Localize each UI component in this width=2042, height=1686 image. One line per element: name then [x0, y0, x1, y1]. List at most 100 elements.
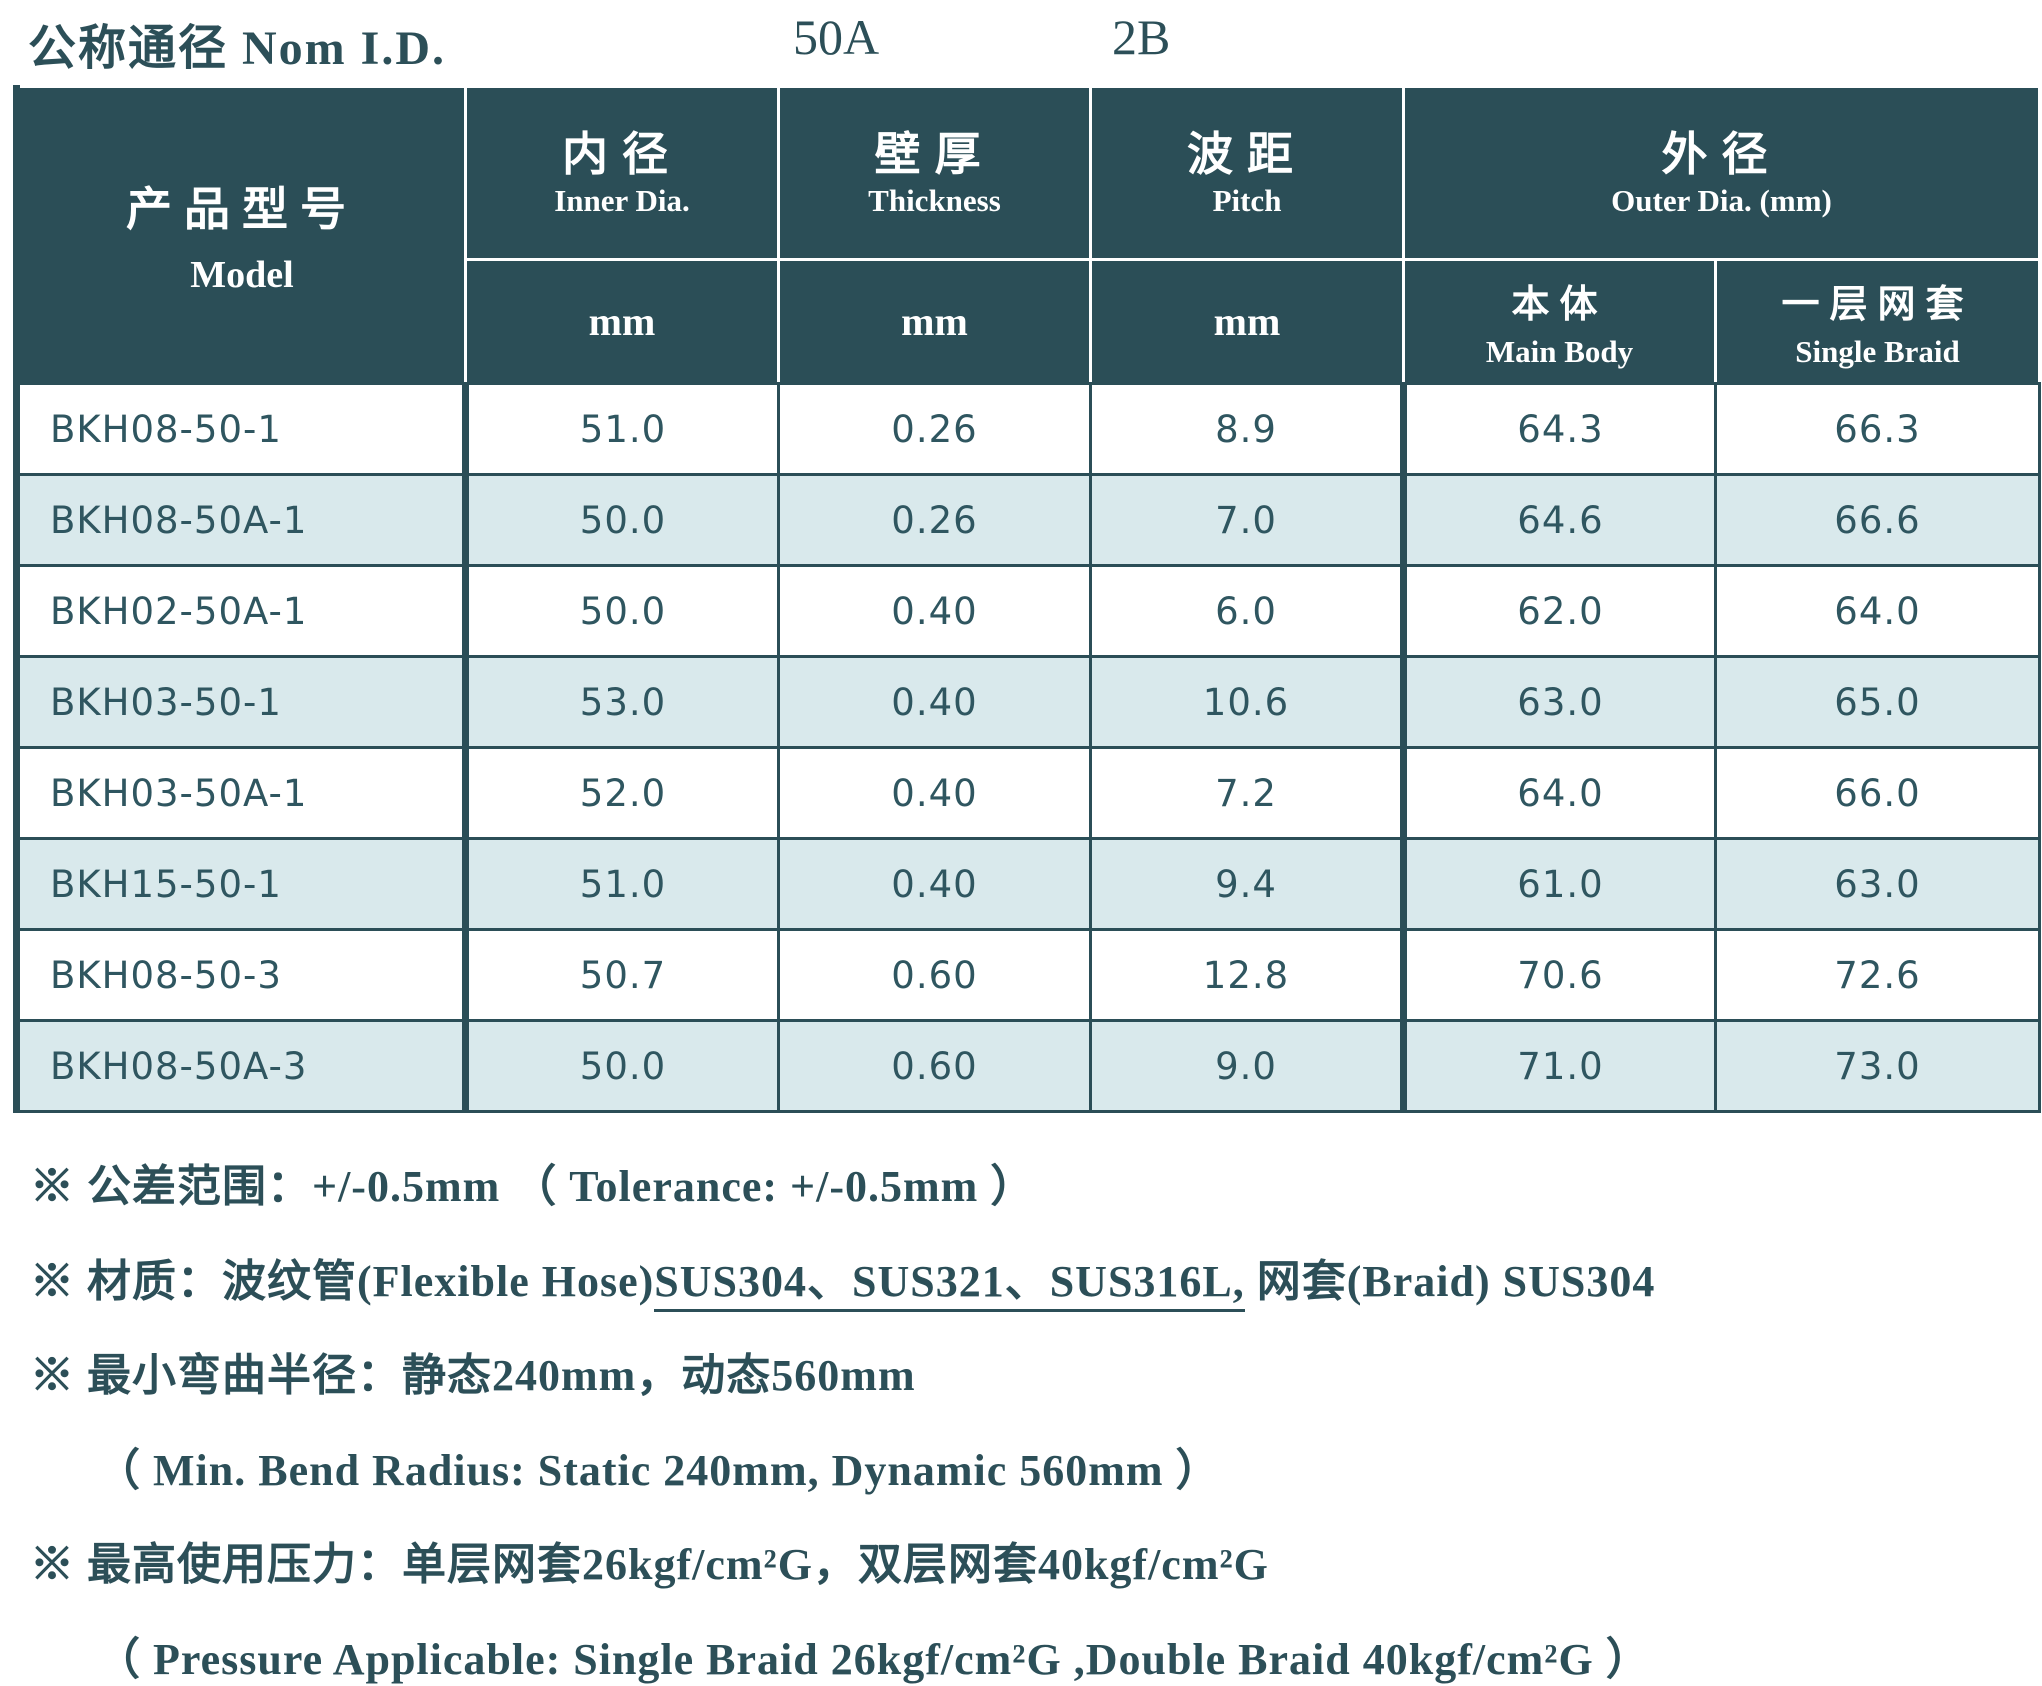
table-row: BKH08-50A-3 50.0 0.60 9.0 71.0 73.0	[13, 1019, 2041, 1113]
cell-thickness: 0.40	[777, 746, 1092, 840]
cell-inner-dia: 50.0	[464, 1019, 780, 1113]
footnote-material-underlined: SUS304、SUS321、SUS316L,	[654, 1256, 1245, 1312]
cell-main-body: 61.0	[1402, 837, 1717, 931]
table-row: BKH15-50-1 51.0 0.40 9.4 61.0 63.0	[13, 837, 2041, 931]
col-header-single-braid-en: Single Braid	[1795, 334, 1960, 369]
cell-pitch: 12.8	[1089, 928, 1407, 1022]
col-header-inner-dia-zh: 内径	[562, 127, 682, 180]
col-header-pitch-en: Pitch	[1212, 183, 1282, 219]
footnote-material: ※ 材质：波纹管(Flexible Hose)SUS304、SUS321、SUS…	[30, 1256, 2020, 1312]
col-header-outer-dia-en: Outer Dia. (mm)	[1611, 183, 1832, 219]
cell-thickness: 0.40	[777, 655, 1092, 749]
cell-single-braid: 73.0	[1714, 1019, 2041, 1113]
col-header-inner-dia: 内径 Inner Dia.	[464, 85, 780, 261]
col-header-outer-dia-zh: 外径	[1661, 127, 1782, 180]
cell-pitch: 7.0	[1089, 473, 1407, 567]
unit-header-inner-dia: mm	[464, 258, 780, 385]
cell-inner-dia: 50.0	[464, 564, 780, 658]
cell-thickness: 0.40	[777, 564, 1092, 658]
col-header-model: 产品型号 Model	[13, 85, 467, 385]
nominal-id-label: 公称通径 Nom I.D.	[28, 22, 446, 75]
col-header-thickness-zh: 壁厚	[874, 127, 995, 180]
cell-model: BKH08-50A-3	[13, 1019, 469, 1113]
unit-mm: mm	[588, 299, 656, 344]
cell-thickness: 0.60	[777, 1019, 1092, 1113]
cell-thickness: 0.60	[777, 928, 1092, 1022]
col-header-main-body-zh: 本体	[1511, 284, 1608, 326]
cell-inner-dia: 53.0	[464, 655, 780, 749]
col-header-outer-dia: 外径 Outer Dia. (mm)	[1402, 85, 2041, 261]
cell-pitch: 9.4	[1089, 837, 1407, 931]
cell-inner-dia: 50.7	[464, 928, 780, 1022]
col-header-main-body: 本体 Main Body	[1402, 258, 1717, 385]
cell-single-braid: 66.6	[1714, 473, 2041, 567]
col-header-thickness: 壁厚 Thickness	[777, 85, 1092, 261]
cell-inner-dia: 50.0	[464, 473, 780, 567]
unit-mm: mm	[1213, 299, 1281, 344]
footnote-tolerance: ※ 公差范围：+/-0.5mm （ Tolerance: +/-0.5mm ）	[30, 1162, 1036, 1211]
footnote-material-pre: ※ 材质：波纹管(Flexible Hose)	[30, 1256, 655, 1306]
col-header-thickness-en: Thickness	[868, 183, 1001, 219]
cell-main-body: 64.6	[1402, 473, 1717, 567]
cell-pitch: 9.0	[1089, 1019, 1407, 1113]
nominal-id-title-row: 公称通径 Nom I.D. 50A 2B	[0, 0, 2042, 85]
cell-main-body: 71.0	[1402, 1019, 1717, 1113]
footnote-material-post: 网套(Braid) SUS304	[1244, 1256, 1656, 1306]
col-header-single-braid: 一层网套 Single Braid	[1714, 258, 2041, 385]
cell-model: BKH08-50-1	[13, 382, 469, 476]
col-header-model-en: Model	[190, 254, 294, 296]
cell-thickness: 0.26	[777, 473, 1092, 567]
table-row: BKH02-50A-1 50.0 0.40 6.0 62.0 64.0	[13, 564, 2041, 658]
footnote-pressure-zh: ※ 最高使用压力：单层网套26kgf/cm²G，双层网套40kgf/cm²G	[30, 1540, 1269, 1590]
spec-table: 产品型号 Model 内径 Inner Dia. 壁厚 Thickness 波距…	[13, 85, 2041, 1113]
unit-mm: mm	[901, 299, 968, 344]
col-header-inner-dia-en: Inner Dia.	[554, 183, 690, 219]
cell-single-braid: 65.0	[1714, 655, 2041, 749]
cell-main-body: 63.0	[1402, 655, 1717, 749]
cell-inner-dia: 52.0	[464, 746, 780, 840]
footnotes: ※ 公差范围：+/-0.5mm （ Tolerance: +/-0.5mm ） …	[30, 1138, 2020, 1686]
cell-model: BKH03-50A-1	[13, 746, 469, 840]
cell-single-braid: 64.0	[1714, 564, 2041, 658]
cell-model: BKH08-50-3	[13, 928, 469, 1022]
col-header-pitch: 波距 Pitch	[1089, 85, 1405, 261]
nominal-size-2b: 2B	[1112, 9, 1171, 65]
col-header-model-zh: 产品型号	[126, 183, 358, 235]
col-header-single-braid-zh: 一层网套	[1781, 284, 1974, 326]
footnote-bend-radius-en: （ Min. Bend Radius: Static 240mm, Dynami…	[96, 1445, 1221, 1495]
table-row: BKH08-50A-1 50.0 0.26 7.0 64.6 66.6	[13, 473, 2041, 567]
cell-model: BKH15-50-1	[13, 837, 469, 931]
table-row: BKH08-50-1 51.0 0.26 8.9 64.3 66.3	[13, 382, 2041, 476]
cell-pitch: 7.2	[1089, 746, 1407, 840]
unit-header-pitch: mm	[1089, 258, 1405, 385]
unit-header-thickness: mm	[777, 258, 1092, 385]
nominal-size-50a: 50A	[793, 9, 880, 65]
cell-model: BKH08-50A-1	[13, 473, 469, 567]
cell-pitch: 8.9	[1089, 382, 1407, 476]
spec-table-body: BKH08-50-1 51.0 0.26 8.9 64.3 66.3 BKH08…	[13, 382, 2041, 1113]
cell-inner-dia: 51.0	[464, 837, 780, 931]
table-row: BKH08-50-3 50.7 0.60 12.8 70.6 72.6	[13, 928, 2041, 1022]
cell-thickness: 0.26	[777, 382, 1092, 476]
cell-main-body: 70.6	[1402, 928, 1717, 1022]
spec-table-header: 产品型号 Model 内径 Inner Dia. 壁厚 Thickness 波距…	[13, 85, 2041, 385]
cell-pitch: 6.0	[1089, 564, 1407, 658]
cell-model: BKH02-50A-1	[13, 564, 469, 658]
cell-single-braid: 72.6	[1714, 928, 2041, 1022]
cell-single-braid: 66.3	[1714, 382, 2041, 476]
cell-main-body: 64.3	[1402, 382, 1717, 476]
cell-model: BKH03-50-1	[13, 655, 469, 749]
col-header-pitch-zh: 波距	[1187, 127, 1307, 180]
cell-thickness: 0.40	[777, 837, 1092, 931]
cell-main-body: 62.0	[1402, 564, 1717, 658]
cell-single-braid: 63.0	[1714, 837, 2041, 931]
cell-pitch: 10.6	[1089, 655, 1407, 749]
table-row: BKH03-50A-1 52.0 0.40 7.2 64.0 66.0	[13, 746, 2041, 840]
footnote-bend-radius-zh: ※ 最小弯曲半径：静态240mm，动态560mm	[30, 1351, 916, 1401]
col-header-main-body-en: Main Body	[1485, 334, 1634, 369]
footnote-pressure-en: （ Pressure Applicable: Single Braid 26kg…	[96, 1634, 1651, 1684]
cell-inner-dia: 51.0	[464, 382, 780, 476]
cell-single-braid: 66.0	[1714, 746, 2041, 840]
table-row: BKH03-50-1 53.0 0.40 10.6 63.0 65.0	[13, 655, 2041, 749]
